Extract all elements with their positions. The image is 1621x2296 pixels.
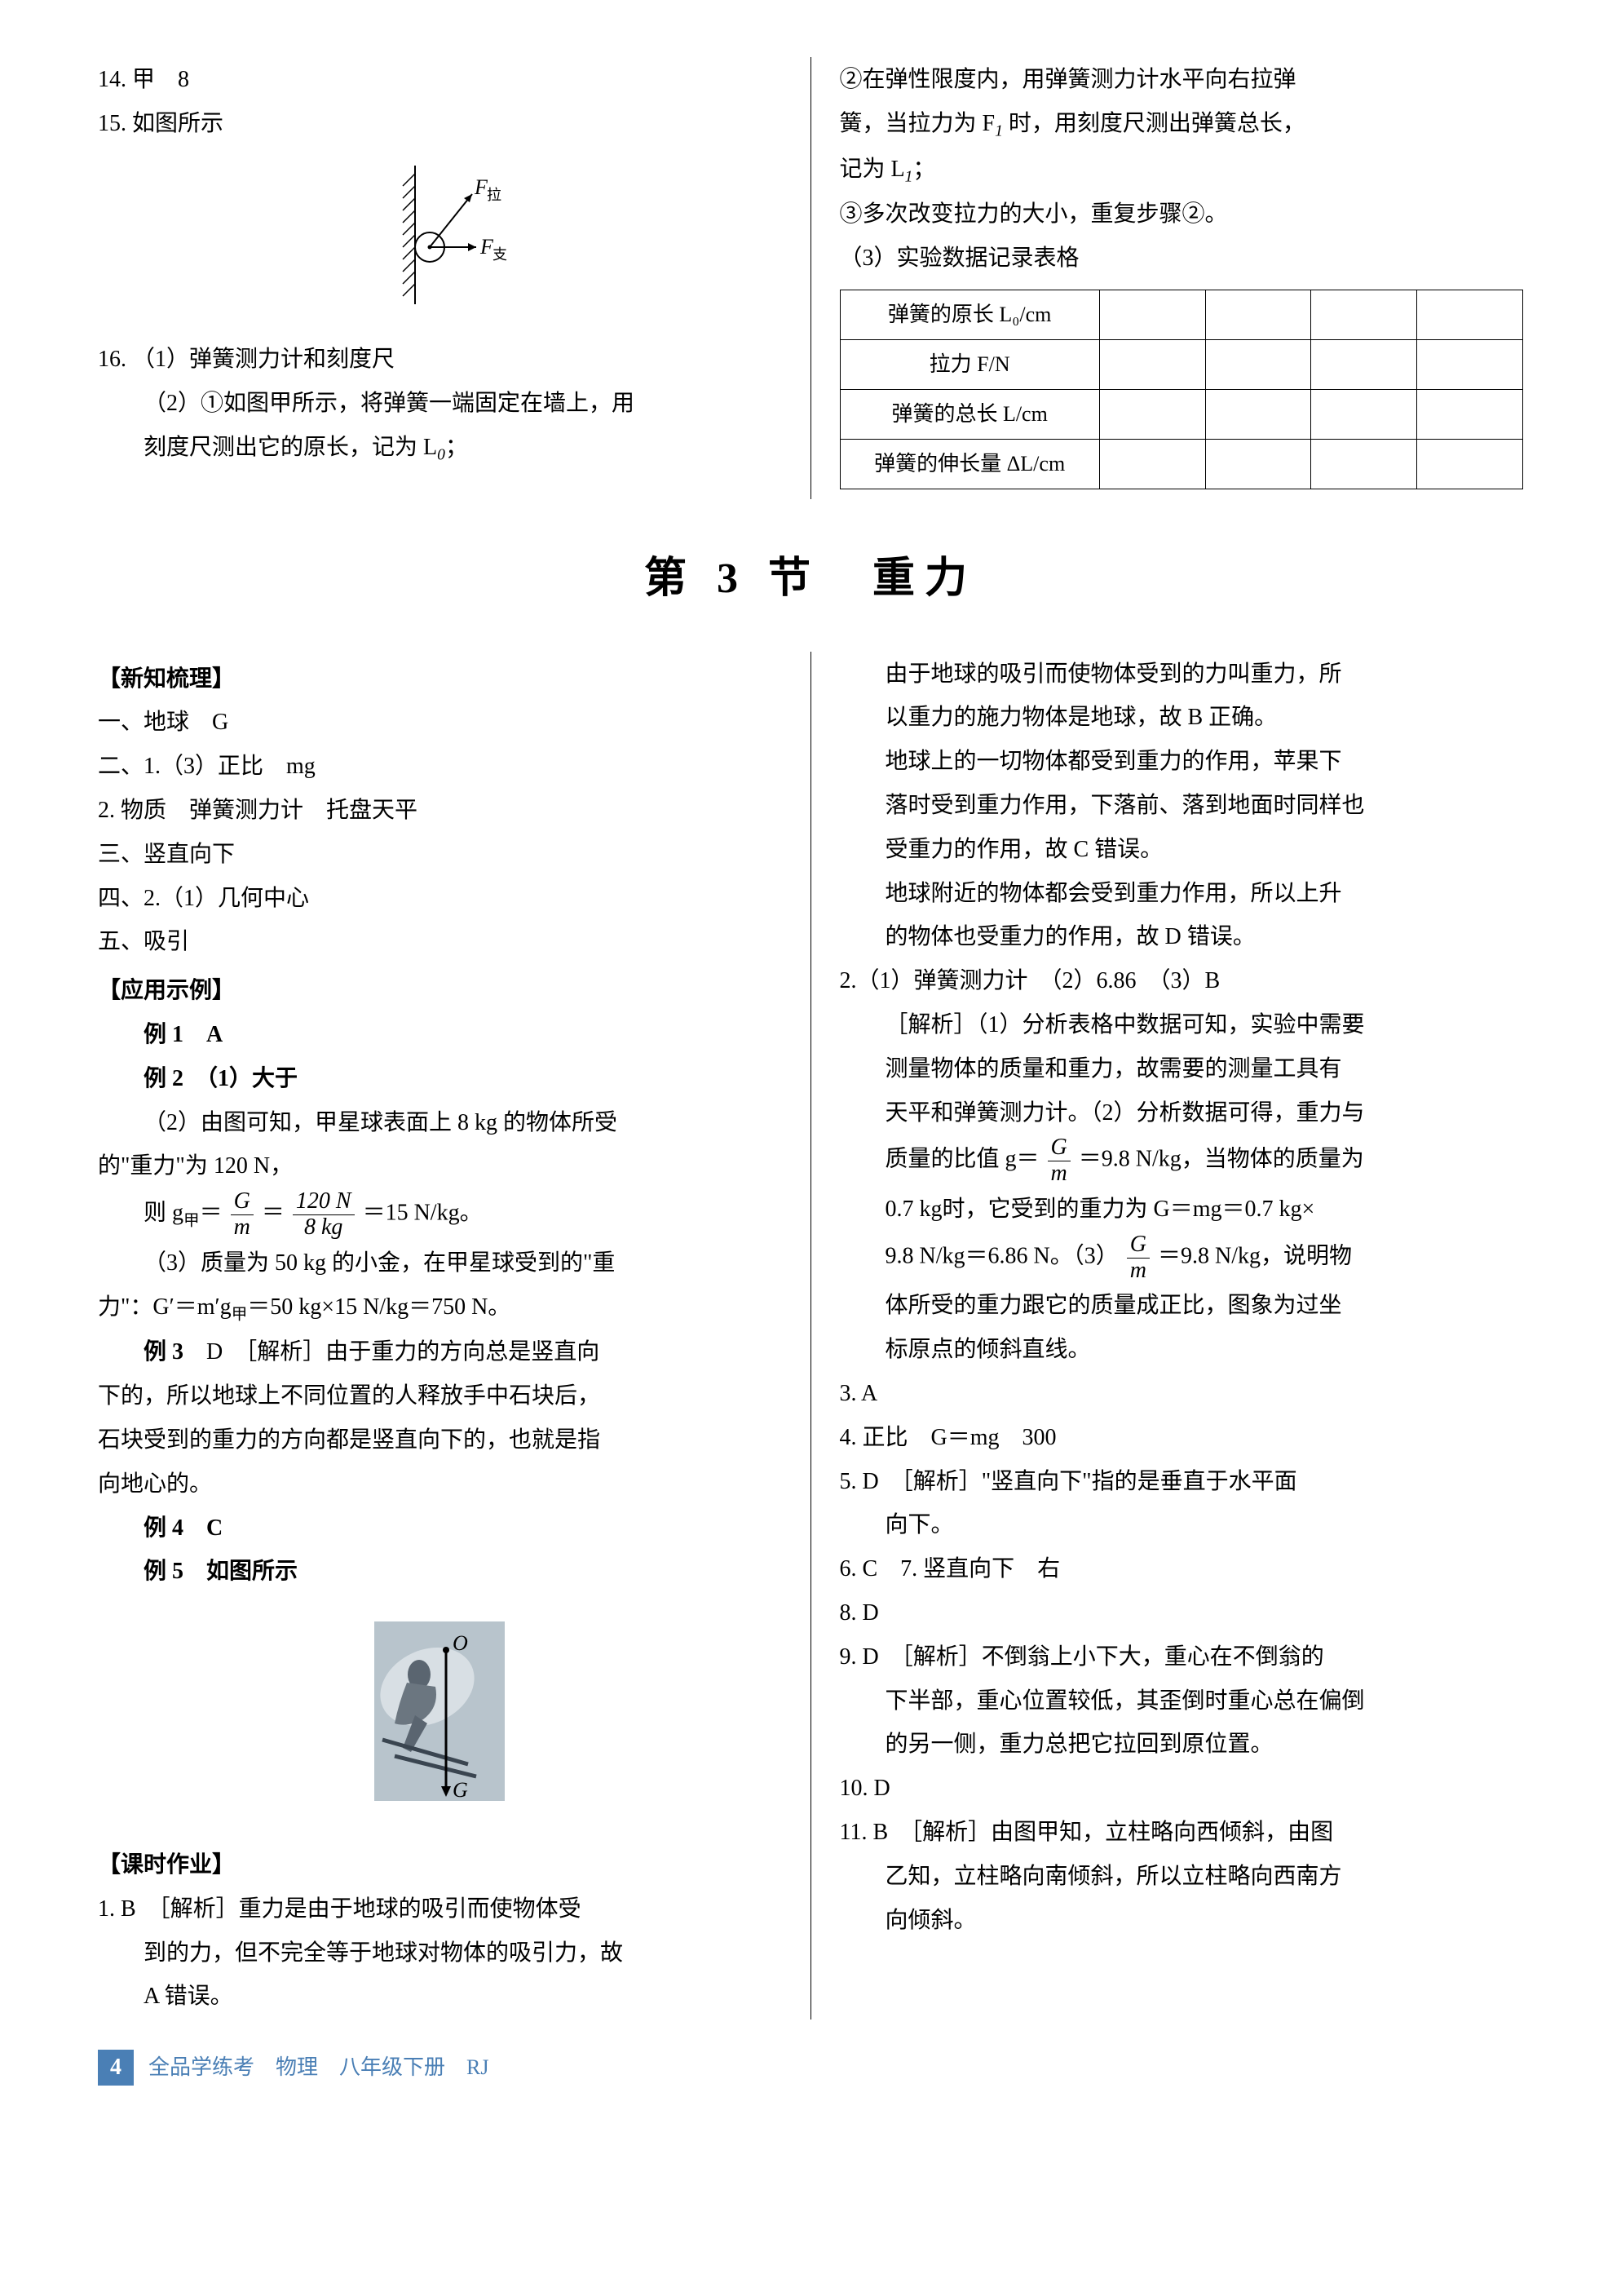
step2c: 记为 L1； — [840, 148, 1524, 192]
a9c: 的另一侧，重力总把它拉回到原位置。 — [840, 1723, 1524, 1766]
q16-1: 16. （1）弹簧测力计和刻度尺 — [98, 338, 782, 381]
page-footer: 4 全品学练考 物理 八年级下册 RJ — [98, 2048, 1523, 2087]
header-xinzhi: 【新知梳理】 — [98, 658, 782, 701]
ex2-3a: （3）质量为 50 kg 的小金，在甲星球受到的"重 — [98, 1242, 782, 1285]
q16-2b: 刻度尺测出它的原长，记为 L0； — [98, 427, 782, 471]
a4: 4. 正比 G＝mg 300 — [840, 1417, 1524, 1459]
skier-figure: O G — [98, 1605, 782, 1832]
a5a: 5. D ［解析］"竖直向下"指的是垂直于水平面 — [840, 1461, 1524, 1503]
a2exe: 0.7 kg时，它受到的重力为 G＝mg＝0.7 kg× — [840, 1188, 1524, 1231]
a5b: 向下。 — [840, 1504, 1524, 1546]
ex3a: 例 3 D ［解析］由于重力的方向总是竖直向 — [98, 1331, 782, 1374]
ex2-2b: 的"重力"为 120 N， — [98, 1145, 782, 1188]
ex3b: 下的，所以地球上不同位置的人释放手中石块后， — [98, 1375, 782, 1418]
table-cell: 弹簧的原长 L₀/cm — [840, 290, 1099, 340]
ex2: 例 2 （1）大于 — [98, 1058, 782, 1100]
ex4: 例 4 C — [98, 1507, 782, 1550]
r2c: 受重力的作用，故 C 错误。 — [840, 829, 1524, 871]
svg-text:拉: 拉 — [487, 187, 501, 203]
a2exb: 测量物体的质量和重力，故需要的测量工具有 — [840, 1048, 1524, 1090]
a1b: 到的力，但不完全等于地球对物体的吸引力，故 — [98, 1932, 782, 1975]
a9a: 9. D ［解析］不倒翁上小下大，重心在不倒翁的 — [840, 1636, 1524, 1679]
a10: 10. D — [840, 1767, 1524, 1810]
table-caption: （3）实验数据记录表格 — [840, 237, 1524, 280]
bottom-left-col: 【新知梳理】 一、地球 G 二、1.（3）正比 mg 2. 物质 弹簧测力计 托… — [98, 652, 811, 2020]
a3: 3. A — [840, 1373, 1524, 1415]
line: 五、吸引 — [98, 921, 782, 963]
q15: 15. 如图所示 — [98, 103, 782, 145]
svg-text:支: 支 — [492, 246, 507, 263]
line: 2. 物质 弹簧测力计 托盘天平 — [98, 790, 782, 832]
a2exd: 质量的比值 g＝ Gm ＝9.8 N/kg，当物体的质量为 — [840, 1135, 1524, 1187]
bottom-section: 【新知梳理】 一、地球 G 二、1.（3）正比 mg 2. 物质 弹簧测力计 托… — [98, 652, 1523, 2020]
ex3d: 向地心的。 — [98, 1463, 782, 1506]
ex2-3b: 力"：G′＝m′g甲＝50 kg×15 N/kg＝750 N。 — [98, 1286, 782, 1330]
r2b: 落时受到重力作用，下落前、落到地面时同样也 — [840, 785, 1524, 827]
header-keshi: 【课时作业】 — [98, 1844, 782, 1887]
ex1: 例 1 A — [98, 1014, 782, 1056]
a2exf: 9.8 N/kg＝6.86 N。（3） Gm ＝9.8 N/kg，说明物 — [840, 1232, 1524, 1284]
a1a: 1. B ［解析］重力是由于地球的吸引而使物体受 — [98, 1888, 782, 1931]
svg-text:G: G — [453, 1778, 468, 1802]
table-cell: 拉力 F/N — [840, 340, 1099, 390]
r1a: 由于地球的吸引而使物体受到的力叫重力，所 — [840, 653, 1524, 696]
a1c: A 错误。 — [98, 1975, 782, 2018]
spring-figure: F 拉 F 支 — [98, 157, 782, 327]
a11a: 11. B ［解析］由图甲知，立柱略向西倾斜，由图 — [840, 1812, 1524, 1854]
a9b: 下半部，重心位置较低，其歪倒时重心总在偏倒 — [840, 1680, 1524, 1723]
section-title: 第 3 节 重力 — [98, 540, 1523, 618]
q14: 14. 甲 8 — [98, 59, 782, 101]
a11b: 乙知，立柱略向南倾斜，所以立柱略向西南方 — [840, 1856, 1524, 1898]
top-section: 14. 甲 8 15. 如图所示 F 拉 — [98, 57, 1523, 499]
r3b: 的物体也受重力的作用，故 D 错误。 — [840, 916, 1524, 958]
q16-2a: （2）①如图甲所示，将弹簧一端固定在墙上，用 — [98, 383, 782, 425]
line: 一、地球 G — [98, 701, 782, 744]
data-table: 弹簧的原长 L₀/cm 拉力 F/N 弹簧的总长 L/cm 弹簧的伸长量 ΔL/… — [840, 290, 1524, 489]
a2: 2.（1）弹簧测力计 （2）6.86 （3）B — [840, 960, 1524, 1002]
a2exg: 体所受的重力跟它的质量成正比，图象为过坐 — [840, 1285, 1524, 1327]
a8: 8. D — [840, 1592, 1524, 1635]
line: 三、竖直向下 — [98, 834, 782, 876]
step2b: 簧，当拉力为 F1 时，用刻度尺测出弹簧总长， — [840, 103, 1524, 147]
footer-text: 全品学练考 物理 八年级下册 RJ — [148, 2048, 488, 2087]
a2exa: ［解析］（1）分析表格中数据可知，实验中需要 — [840, 1004, 1524, 1046]
ex3c: 石块受到的重力的方向都是竖直向下的，也就是指 — [98, 1419, 782, 1462]
table-cell: 弹簧的总长 L/cm — [840, 390, 1099, 440]
line: 二、1.（3）正比 mg — [98, 745, 782, 788]
a2exc: 天平和弹簧测力计。（2）分析数据可得，重力与 — [840, 1092, 1524, 1135]
top-right-col: ②在弹性限度内，用弹簧测力计水平向右拉弹 簧，当拉力为 F1 时，用刻度尺测出弹… — [811, 57, 1524, 499]
r1b: 以重力的施力物体是地球，故 B 正确。 — [840, 697, 1524, 739]
r2a: 地球上的一切物体都受到重力的作用，苹果下 — [840, 741, 1524, 783]
ex5: 例 5 如图所示 — [98, 1551, 782, 1593]
top-left-col: 14. 甲 8 15. 如图所示 F 拉 — [98, 57, 811, 499]
ex2-2a: （2）由图可知，甲星球表面上 8 kg 的物体所受 — [98, 1102, 782, 1144]
table-cell: 弹簧的伸长量 ΔL/cm — [840, 440, 1099, 489]
step2a: ②在弹性限度内，用弹簧测力计水平向右拉弹 — [840, 59, 1524, 101]
line: 四、2.（1）几何中心 — [98, 878, 782, 920]
svg-text:O: O — [453, 1631, 468, 1655]
bottom-right-col: 由于地球的吸引而使物体受到的力叫重力，所 以重力的施力物体是地球，故 B 正确。… — [811, 652, 1524, 2020]
page-number: 4 — [98, 2050, 134, 2086]
ex2-calc: 则 g甲＝ Gm ＝ 120 N8 kg ＝15 N/kg。 — [98, 1189, 782, 1241]
step3: ③多次改变拉力的大小，重复步骤②。 — [840, 193, 1524, 236]
a6: 6. C 7. 竖直向下 右 — [840, 1548, 1524, 1590]
a2exh: 标原点的倾斜直线。 — [840, 1329, 1524, 1371]
r3a: 地球附近的物体都会受到重力作用，所以上升 — [840, 873, 1524, 915]
a11c: 向倾斜。 — [840, 1900, 1524, 1942]
header-yingyong: 【应用示例】 — [98, 970, 782, 1012]
